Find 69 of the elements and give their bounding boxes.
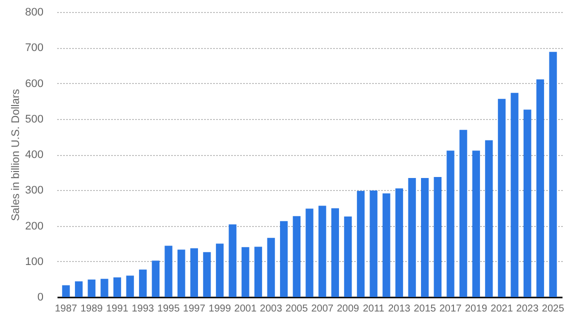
bar bbox=[331, 208, 339, 297]
bar bbox=[446, 150, 454, 297]
bar bbox=[152, 260, 160, 297]
bar bbox=[216, 244, 224, 297]
bar bbox=[536, 79, 544, 297]
x-tick-label: 2021 bbox=[490, 304, 514, 314]
bar bbox=[510, 92, 518, 297]
bar bbox=[370, 190, 378, 297]
bar bbox=[549, 52, 557, 297]
y-axis-title: Sales in billion U.S. Dollars bbox=[10, 88, 22, 222]
bar bbox=[190, 248, 198, 297]
x-tick-label: 1989 bbox=[80, 304, 104, 314]
bar bbox=[280, 221, 288, 297]
bar bbox=[177, 250, 186, 297]
bar bbox=[356, 190, 365, 297]
bar bbox=[408, 178, 416, 297]
x-tick-label: 2007 bbox=[311, 304, 334, 314]
bar bbox=[306, 208, 314, 297]
bar bbox=[498, 98, 506, 297]
x-tick-label: 2001 bbox=[234, 304, 257, 314]
y-tick-label: 0 bbox=[37, 292, 44, 304]
bar bbox=[164, 246, 172, 297]
y-tick-label: 400 bbox=[25, 149, 44, 161]
bar bbox=[485, 140, 493, 297]
x-tick-label: 2011 bbox=[362, 304, 385, 314]
bar bbox=[62, 285, 70, 297]
bar bbox=[100, 278, 108, 297]
y-tick-label: 500 bbox=[25, 113, 44, 126]
bar bbox=[228, 224, 236, 297]
bar bbox=[382, 193, 390, 297]
bar bbox=[126, 276, 134, 297]
x-tick-label: 1987 bbox=[54, 304, 78, 314]
x-tick-label: 1993 bbox=[132, 304, 154, 314]
x-tick-label: 2019 bbox=[465, 304, 488, 314]
x-tick-label: 2015 bbox=[414, 304, 436, 314]
x-tick-label: 2009 bbox=[336, 304, 360, 314]
bar bbox=[395, 188, 404, 297]
x-tick-label: 1997 bbox=[183, 304, 206, 314]
bar bbox=[88, 280, 96, 297]
x-tick-label: 2025 bbox=[542, 304, 565, 314]
y-tick-label: 200 bbox=[25, 220, 44, 232]
x-tick-label: 1991 bbox=[106, 304, 129, 314]
x-tick-label: 2005 bbox=[286, 304, 308, 314]
bar bbox=[254, 246, 262, 297]
bar bbox=[74, 281, 83, 297]
bar bbox=[242, 247, 250, 297]
bar bbox=[459, 130, 468, 297]
bar bbox=[524, 110, 532, 297]
y-tick-label: 700 bbox=[25, 42, 44, 54]
bar bbox=[203, 252, 211, 297]
bar bbox=[434, 176, 442, 297]
bar bbox=[113, 277, 122, 297]
bar bbox=[292, 216, 301, 297]
bar bbox=[139, 270, 147, 297]
x-tick-label: 1995 bbox=[157, 304, 180, 314]
x-tick-label: 2013 bbox=[388, 304, 411, 314]
y-tick-label: 600 bbox=[25, 78, 44, 90]
bar bbox=[421, 178, 429, 297]
y-tick-label: 100 bbox=[25, 256, 44, 268]
x-tick-label: 2017 bbox=[439, 304, 462, 314]
bar bbox=[344, 216, 352, 297]
bar bbox=[267, 238, 275, 297]
bar bbox=[318, 206, 326, 297]
x-tick-label: 2023 bbox=[516, 304, 539, 314]
x-tick-label: 2003 bbox=[260, 304, 283, 314]
bar bbox=[472, 150, 480, 297]
y-tick-label: 300 bbox=[25, 184, 44, 197]
y-tick-label: 800 bbox=[25, 6, 44, 18]
x-tick-label: 1999 bbox=[208, 304, 232, 314]
